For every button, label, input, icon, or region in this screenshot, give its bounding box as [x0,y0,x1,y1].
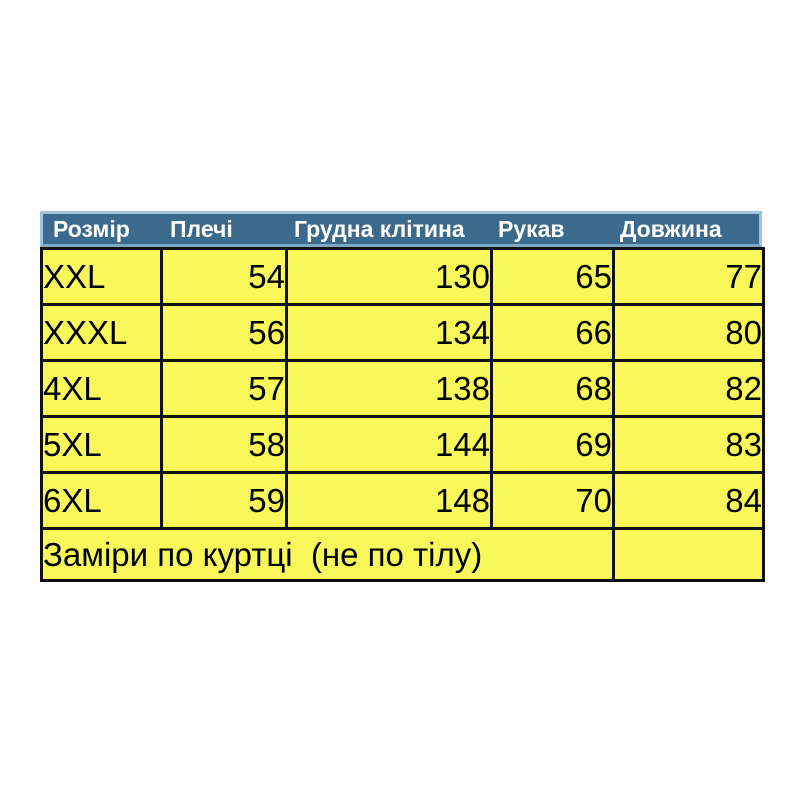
header-cell-length: Довжина [620,215,722,242]
sleeve-cell: 65 [490,247,615,306]
chest-cell: 134 [285,303,493,362]
size-cell: 6XL [40,471,163,530]
chest-cell: 130 [285,247,493,306]
size-table: XXL 54 130 65 77 XXXL 56 134 66 80 4XL 5… [40,247,765,582]
chest-cell: 138 [285,359,493,418]
table-header: Розмір Плечі Грудна клітина Рукав Довжин… [40,211,762,247]
shoulders-cell: 56 [160,303,288,362]
length-cell: 82 [612,359,765,418]
shoulders-cell: 54 [160,247,288,306]
header-cell-sleeve: Рукав [498,215,565,242]
chest-cell: 148 [285,471,493,530]
shoulders-cell: 59 [160,471,288,530]
size-cell: 4XL [40,359,163,418]
shoulders-cell: 58 [160,415,288,474]
empty-cell [612,527,765,582]
length-cell: 83 [612,415,765,474]
header-cell-size: Розмір [53,215,130,242]
sleeve-cell: 66 [490,303,615,362]
header-cell-chest: Грудна клітина [294,215,465,242]
length-cell: 77 [612,247,765,306]
size-chart: Розмір Плечі Грудна клітина Рукав Довжин… [40,211,765,582]
size-cell: XXL [40,247,163,306]
footnote-row: Заміри по куртці (не по тілу) [40,527,765,582]
footnote-cell: Заміри по куртці (не по тілу) [40,527,615,582]
table-row: XXL 54 130 65 77 [40,247,765,306]
table-row: 4XL 57 138 68 82 [40,359,765,418]
size-cell: XXXL [40,303,163,362]
header-cell-shoulders: Плечі [170,215,233,242]
shoulders-cell: 57 [160,359,288,418]
table-row: 6XL 59 148 70 84 [40,471,765,530]
size-cell: 5XL [40,415,163,474]
sleeve-cell: 69 [490,415,615,474]
length-cell: 84 [612,471,765,530]
chest-cell: 144 [285,415,493,474]
table-row: 5XL 58 144 69 83 [40,415,765,474]
length-cell: 80 [612,303,765,362]
sleeve-cell: 68 [490,359,615,418]
sleeve-cell: 70 [490,471,615,530]
table-row: XXXL 56 134 66 80 [40,303,765,362]
